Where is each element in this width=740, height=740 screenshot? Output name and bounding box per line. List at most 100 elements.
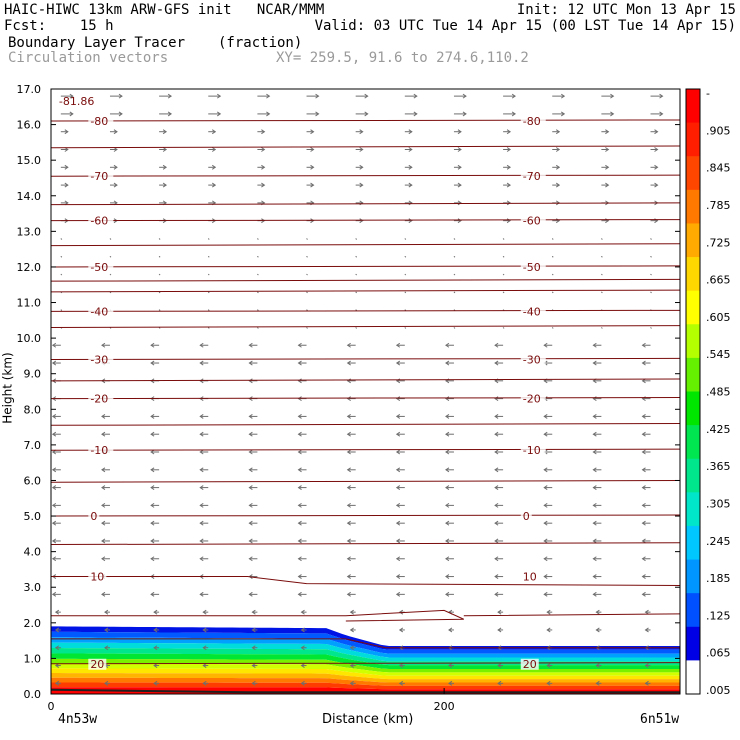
isotherm-label-bg: [520, 116, 546, 128]
vector-arrow-head: [462, 111, 467, 117]
isotherm-label-bg: [88, 306, 114, 318]
isotherm-line: [50, 174, 681, 177]
colorbar-swatch: [686, 660, 700, 695]
vector-arrow-head: [395, 538, 401, 544]
isotherm-label: -20: [523, 393, 541, 406]
colorbar-swatch: [686, 257, 700, 292]
vector-arrow-head: [101, 502, 106, 508]
vector-arrow-head: [54, 627, 60, 633]
valid-time: Valid: 03 UTC Tue 14 Apr 15 (00 LST Tue …: [314, 18, 736, 34]
vector-arrow-head: [654, 164, 659, 170]
isotherm-label-bg: [88, 171, 114, 183]
colorbar-swatch: [686, 122, 700, 157]
isotherm-line: [50, 289, 681, 293]
isotherm-line: [50, 479, 681, 483]
x-end-label: 6n51w: [640, 712, 680, 727]
y-tick-label: 14.0: [17, 190, 42, 203]
init-time: Init: 12 UTC Mon 13 Apr 15: [516, 2, 736, 18]
y-tick-label: 7.0: [24, 439, 42, 452]
vector-arrow-head: [592, 556, 597, 562]
vector-arrow-head: [494, 431, 499, 437]
y-tick-label: 2.0: [24, 617, 42, 630]
tracer-band: [51, 682, 680, 690]
vector-arrow-head: [445, 556, 450, 562]
vector-arrow: [404, 273, 407, 276]
vector-arrow-head: [595, 663, 600, 668]
vector-arrow-head: [101, 520, 106, 526]
colorbar-label: .185: [706, 572, 731, 585]
vector-arrow-head: [104, 609, 109, 615]
vector-arrow: [601, 273, 603, 276]
vector-arrow-head: [101, 467, 106, 473]
vector-arrow-head: [395, 502, 401, 508]
vector-arrow-head: [592, 360, 597, 366]
vector-arrow: [207, 327, 210, 329]
vector-arrow-head: [506, 129, 511, 135]
vector-arrow-head: [494, 396, 499, 402]
forecast-hour: Fcst: 15 h: [4, 18, 114, 34]
vector-arrow-head: [543, 574, 548, 579]
vector-arrow-head: [51, 502, 57, 508]
field-units: (fraction): [218, 35, 303, 51]
y-tick-label: 9.0: [24, 368, 42, 381]
vector-arrow-head: [359, 182, 364, 188]
vector-arrow-head: [101, 538, 106, 544]
vector-arrow: [355, 238, 358, 240]
vector-arrow: [306, 238, 308, 240]
colorbar: - .905 .845 .785 .725 .665 .605 .545 .485 .425 .36…: [685, 87, 731, 697]
vector-arrow-head: [261, 182, 266, 188]
vector-arrow: [355, 273, 358, 276]
colorbar-swatch: [686, 626, 700, 661]
colorbar-label: .005: [706, 684, 731, 697]
isotherm-label: -30: [90, 353, 108, 366]
vector-arrow-head: [216, 93, 222, 99]
vector-arrow-head: [413, 93, 418, 99]
vector-arrow-head: [248, 342, 253, 348]
vector-arrow-head: [641, 431, 646, 437]
vector-arrow-head: [494, 591, 499, 597]
vector-arrow-head: [448, 627, 453, 633]
vector-arrow: [453, 273, 456, 276]
vector-arrow-head: [654, 182, 659, 188]
vector-arrow: [306, 291, 308, 294]
vector-arrow-head: [457, 129, 462, 135]
colorbar-label: .485: [706, 386, 731, 399]
vector-arrow-head: [494, 467, 499, 473]
vector-arrow: [207, 255, 210, 258]
vector-arrow-head: [150, 449, 155, 455]
vector-arrow-head: [543, 413, 548, 419]
vector-arrow-head: [150, 413, 155, 419]
vector-arrow-head: [162, 129, 168, 135]
tracer-band: [51, 626, 680, 650]
vector-arrow-head: [167, 111, 173, 117]
vector-arrow-head: [51, 413, 57, 419]
vector-arrow: [306, 255, 308, 258]
vector-arrow-head: [654, 129, 659, 135]
vector-arrow-head: [605, 129, 610, 135]
vector-arrow-head: [641, 449, 646, 455]
vector-arrow: [601, 327, 603, 329]
vector-arrow-head: [248, 431, 253, 437]
isotherm-label: 20: [523, 658, 537, 671]
vector-arrow-head: [641, 342, 646, 348]
vector-arrow-head: [395, 556, 401, 562]
vector-arrow-head: [266, 93, 271, 99]
vector-arrow-head: [497, 609, 502, 615]
y-tick-label: 8.0: [24, 403, 42, 416]
vector-arrow: [502, 327, 505, 329]
terrain-line: [50, 688, 680, 694]
vector-arrow-head: [494, 538, 499, 544]
vector-arrow-head: [413, 111, 418, 117]
vector-arrow: [109, 238, 112, 240]
vector-arrow-head: [395, 591, 401, 597]
vector-arrow: [257, 273, 259, 276]
tracer-band: [51, 653, 680, 670]
vector-arrow: [306, 327, 308, 329]
vector-arrow-head: [251, 680, 256, 686]
circulation-vectors: [51, 93, 664, 686]
tracer-band: [51, 637, 680, 658]
vector-arrow-head: [162, 147, 168, 152]
vector-arrow-head: [659, 93, 664, 99]
colorbar-label: .065: [706, 647, 731, 660]
